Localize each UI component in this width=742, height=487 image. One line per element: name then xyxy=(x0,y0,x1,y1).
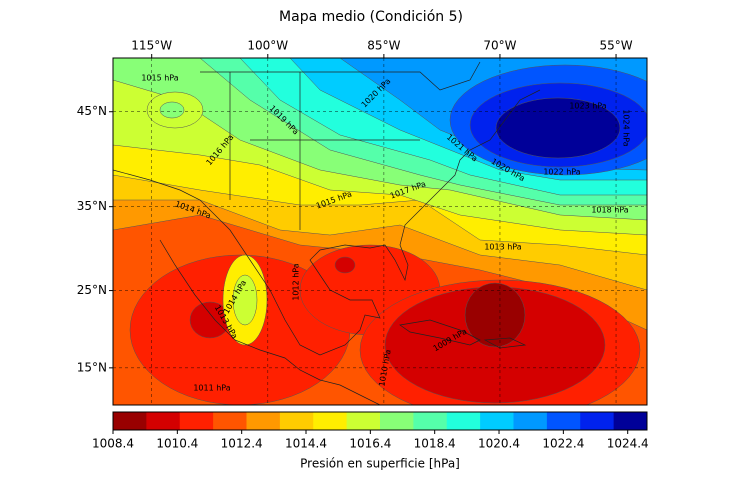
colorbar-bin xyxy=(546,412,581,430)
coastline xyxy=(399,319,527,349)
colorbar-tick-label: 1010.4 xyxy=(156,437,198,451)
colorbar-tick-label: 1012.4 xyxy=(221,437,263,451)
coastline xyxy=(159,239,381,405)
colorbar-tick-label: 1016.4 xyxy=(349,437,391,451)
contour-label: 1024 hPa xyxy=(622,109,631,146)
contour-label: 1012 hPa xyxy=(292,263,301,300)
colorbar-bin xyxy=(279,412,314,430)
colorbar-tick-label: 1018.4 xyxy=(414,437,456,451)
coastlines xyxy=(113,61,541,405)
contour-label: 1013 hPa xyxy=(484,243,521,252)
colorbar-bin xyxy=(446,412,481,430)
colorbar-frame xyxy=(112,411,648,431)
title: Mapa medio (Condición 5) xyxy=(279,9,463,25)
contour-label: 1023 hPa xyxy=(569,102,606,111)
x-tick-label: 100°W xyxy=(247,39,288,53)
colorbar-tick-label: 1014.4 xyxy=(285,437,327,451)
y-tick-label: 15°N xyxy=(77,360,107,374)
x-tick-label: 85°W xyxy=(367,39,400,53)
colorbar-bin xyxy=(580,412,615,430)
contour-fill xyxy=(232,274,258,326)
contour-label: 1022 hPa xyxy=(543,168,580,177)
colorbar-bin xyxy=(313,412,348,430)
colorbar-bin xyxy=(613,412,648,430)
x-tick-label: 70°W xyxy=(483,39,516,53)
x-tick-label: 55°W xyxy=(599,39,632,53)
colorbar-bin xyxy=(113,412,147,430)
y-tick-label: 35°N xyxy=(77,199,107,213)
coastline xyxy=(113,89,541,356)
colorbar-bin xyxy=(480,412,514,430)
colorbar-bin xyxy=(513,412,548,430)
x-tick-label: 115°W xyxy=(131,39,172,53)
contour-fill xyxy=(495,97,621,159)
colorbar-bin xyxy=(246,412,281,430)
colorbar-label: Presión en superficie [hPa] xyxy=(300,457,460,471)
map-frame xyxy=(112,57,648,406)
colorbar-tick-label: 1020.4 xyxy=(478,437,520,451)
pressure-field xyxy=(113,58,647,405)
colorbar-tick-label: 1022.4 xyxy=(542,437,584,451)
contour-label: 1011 hPa xyxy=(193,384,230,393)
y-tick-label: 25°N xyxy=(77,283,107,297)
colorbar-bin xyxy=(346,412,381,430)
contour-label: 1018 hPa xyxy=(591,206,628,215)
colorbar-tick-label: 1024.4 xyxy=(607,437,649,451)
colorbar-bin xyxy=(413,412,448,430)
contour-fill xyxy=(334,256,356,274)
contour-label: 1015 hPa xyxy=(141,74,178,83)
contour-fill xyxy=(464,282,526,348)
border xyxy=(200,61,481,230)
colorbar-bin xyxy=(179,412,214,430)
colorbar-bin xyxy=(213,412,247,430)
y-tick-label: 45°N xyxy=(77,104,107,118)
colorbar-bin xyxy=(380,412,414,430)
colorbar-tick-label: 1008.4 xyxy=(92,437,134,451)
colorbar-bin xyxy=(146,412,181,430)
contour-fill xyxy=(159,101,185,119)
